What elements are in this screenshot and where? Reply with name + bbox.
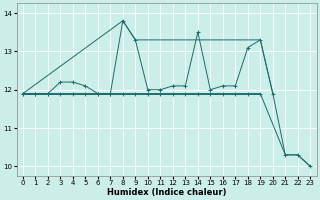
X-axis label: Humidex (Indice chaleur): Humidex (Indice chaleur) [107,188,226,197]
